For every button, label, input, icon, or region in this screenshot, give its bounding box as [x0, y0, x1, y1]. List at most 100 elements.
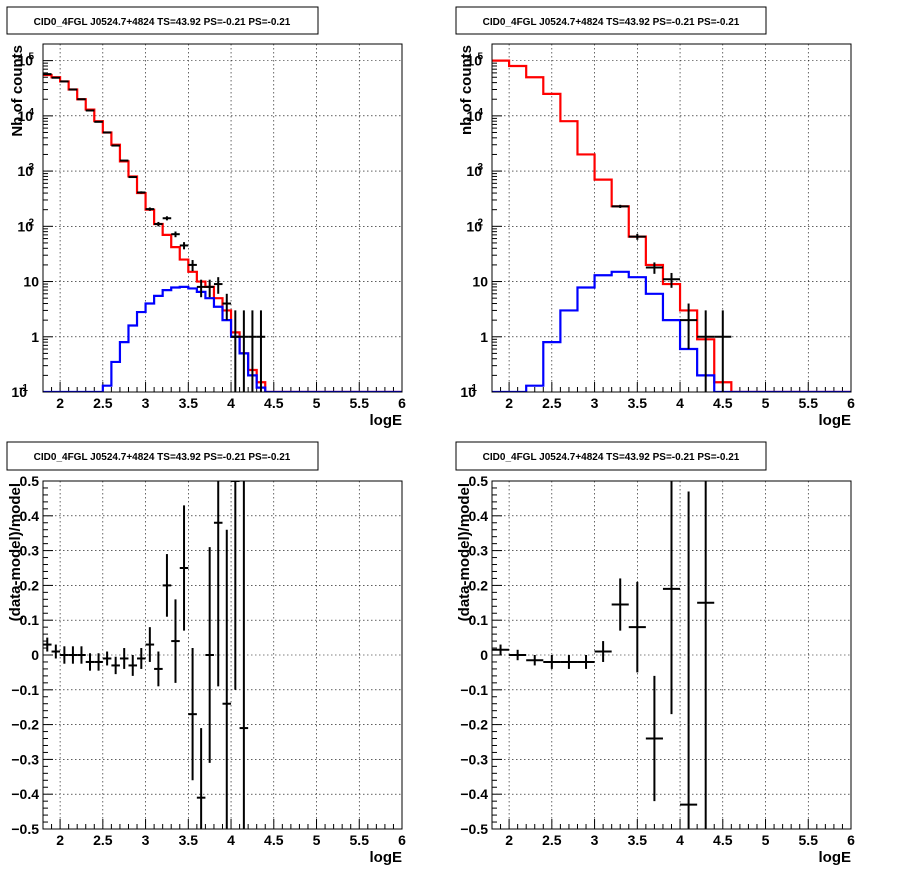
tick-labels: 2 2.5 3 3.5 4 4.5 5 5.5 6 10-1 1 10 102 103 104 105: [460, 52, 855, 411]
y-axis-label: nb of counts: [458, 45, 475, 135]
data-point: [68, 646, 78, 664]
panel-bottom-right: CID0_4FGL J0524.7+4824 TS=43.92 PS=-0.21…: [455, 441, 855, 866]
x-tick-label: 5.5: [799, 832, 819, 848]
data-point: [248, 310, 257, 392]
data-point: [102, 131, 112, 134]
data-points: [43, 481, 249, 829]
series-group: [492, 59, 851, 392]
panel-bottom-left: CID0_4FGL J0524.7+4824 TS=43.92 PS=-0.21…: [6, 441, 406, 866]
data-point: [119, 159, 129, 162]
data-point: [256, 310, 266, 392]
y-tick-label: 10: [23, 274, 39, 290]
x-tick-label: 4: [676, 832, 684, 848]
x-tick-label: 3.5: [179, 395, 199, 411]
data-point: [231, 481, 240, 690]
data-point: [85, 653, 95, 671]
data-point: [239, 310, 249, 392]
model-source-histogram: [43, 285, 402, 392]
tick-labels: 2 2.5 3 3.5 4 4.5 5 5.5 6 10-1 1 10 102 103 104 105: [11, 52, 406, 411]
data-point: [543, 655, 561, 669]
y-tick-label: 10-1: [460, 383, 477, 400]
panel-title: CID0_4FGL J0524.7+4824 TS=43.92 PS=-0.21…: [483, 17, 740, 28]
data-point: [628, 581, 646, 673]
y-tick-label: 0.4: [469, 508, 489, 524]
y-tick-label: 1: [480, 329, 488, 345]
data-point: [662, 272, 681, 288]
data-point: [492, 644, 510, 655]
data-point: [680, 303, 698, 350]
x-tick-label: 5.5: [350, 395, 370, 411]
y-tick-label: −0.1: [11, 682, 39, 698]
data-point: [179, 242, 189, 250]
y-tick-label: 0.1: [20, 612, 40, 628]
y-axis-label: (data-model)/model: [456, 483, 473, 621]
grid: [43, 44, 402, 392]
plot-frame: [491, 43, 852, 393]
data-point: [222, 293, 232, 321]
grid: [492, 44, 851, 392]
x-tick-label: 4.5: [713, 832, 733, 848]
y-tick-label: 103: [17, 162, 34, 179]
data-point: [154, 221, 163, 227]
y-tick-label: −0.5: [11, 821, 39, 837]
ticks: [42, 480, 403, 830]
plot-frame: [42, 480, 403, 830]
data-point: [509, 649, 527, 661]
x-axis-label: logE: [370, 849, 403, 866]
x-tick-label: 2: [56, 395, 64, 411]
plot-frame: [42, 43, 403, 393]
x-tick-label: 5: [313, 832, 321, 848]
x-tick-label: 6: [398, 832, 406, 848]
panel-top-left: CID0_4FGL J0524.7+4824 TS=43.92 PS=-0.21…: [6, 6, 406, 429]
ticks: [491, 43, 852, 393]
x-axis-label: logE: [370, 412, 403, 429]
x-tick-label: 5: [762, 395, 770, 411]
series-group: [43, 73, 402, 392]
x-tick-label: 5.5: [350, 832, 370, 848]
data-point: [128, 655, 138, 676]
data-point: [205, 547, 214, 763]
x-tick-label: 2.5: [93, 832, 113, 848]
grid: [43, 481, 402, 829]
x-tick-label: 3: [591, 395, 599, 411]
x-tick-label: 2: [505, 832, 513, 848]
data-point: [128, 176, 138, 179]
data-point: [714, 310, 732, 392]
data-point: [171, 231, 180, 238]
x-tick-label: 3: [142, 832, 150, 848]
y-tick-label: 10: [472, 274, 488, 290]
y-tick-label: 104: [17, 107, 34, 124]
y-tick-label: 105: [17, 52, 34, 69]
x-tick-label: 3: [591, 832, 599, 848]
panel-title: CID0_4FGL J0524.7+4824 TS=43.92 PS=-0.21…: [34, 452, 291, 463]
data-points: [611, 204, 732, 392]
y-tick-label: 0.5: [469, 473, 489, 489]
y-tick-label: −0.3: [460, 751, 488, 767]
y-axis-label: (data-model)/model: [7, 483, 24, 621]
x-tick-label: 4: [227, 832, 235, 848]
panel-top-right: CID0_4FGL J0524.7+4824 TS=43.92 PS=-0.21…: [455, 6, 855, 429]
tick-labels: 2 2.5 3 3.5 4 4.5 5 5.5 6 −0.5 −0.4 −0.3 −0.2 −0.1 0 0.…: [460, 473, 855, 848]
x-tick-label: 4.5: [264, 395, 284, 411]
data-point: [213, 481, 223, 687]
data-point: [239, 481, 249, 829]
plot-frame: [491, 480, 852, 830]
data-point: [680, 491, 698, 829]
data-point: [119, 648, 129, 669]
data-point: [213, 277, 223, 294]
data-point: [77, 646, 86, 664]
y-tick-label: 0.5: [20, 473, 40, 489]
y-tick-label: 0: [31, 647, 39, 663]
y-tick-label: 0.4: [20, 508, 40, 524]
title-box: [6, 441, 319, 471]
x-tick-label: 5.5: [799, 395, 819, 411]
x-tick-label: 6: [847, 395, 855, 411]
title-box: [6, 6, 319, 35]
x-tick-label: 4.5: [713, 395, 733, 411]
data-points: [492, 481, 715, 829]
y-tick-label: 105: [466, 52, 483, 69]
data-point: [222, 529, 232, 829]
data-point: [645, 675, 663, 802]
data-point: [611, 204, 629, 208]
data-point: [137, 191, 146, 194]
